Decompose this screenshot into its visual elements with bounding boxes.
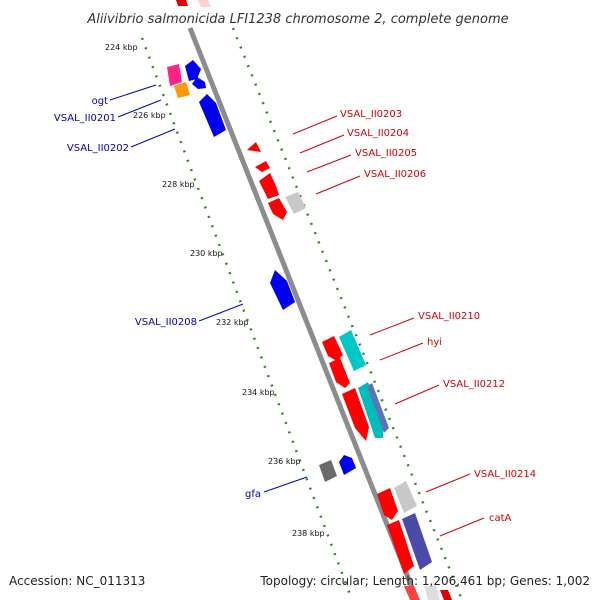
gene-vsal-ii0208[interactable] [270,270,295,310]
genome-summary-text: Topology: circular; Length: 1,206,461 bp… [260,574,590,588]
gene-vsal-ii0212[interactable] [342,388,369,441]
label-vsal-ii0203[interactable]: VSAL_II0203 [340,109,402,120]
label-hyi[interactable]: hyi [427,337,442,348]
gene-gfa[interactable] [339,455,356,475]
tick-226: 226 kbp [133,111,166,120]
label-vsal-ii0214[interactable]: VSAL_II0214 [474,469,536,480]
callout-line-gfa [263,476,308,493]
gene-vsal-ii0206[interactable] [268,198,287,220]
label-vsal-ii0208[interactable]: VSAL_II0208 [135,317,197,328]
callout-line-vsal-ii0202 [130,128,176,148]
gene-reverse-small-2[interactable] [192,77,206,89]
callout-line-vsal-ii0204 [299,134,345,154]
map-title: Aliivibrio salmonicida LFI1238 chromosom… [86,12,508,27]
callout-line-vsal-ii0205 [306,154,352,173]
callout-line-vsal-ii0214 [425,473,471,493]
label-catA[interactable]: catA [489,513,512,524]
callout-line-hyi [379,342,424,361]
gene-vsal-ii0202[interactable] [199,94,226,137]
gene-slate-1[interactable] [367,383,389,433]
label-vsal-ii0206[interactable]: VSAL_II0206 [364,169,426,180]
gene-gray-reverse[interactable] [319,460,337,482]
tick-238: 238 kbp [292,529,325,538]
bottom-gene-fragments [404,586,452,600]
gene-ogt[interactable] [167,64,182,86]
gene-gray-forward-1[interactable] [285,192,306,214]
tick-236: 236 kbp [268,457,301,466]
callout-line-vsal-ii0203 [292,115,338,135]
label-gfa[interactable]: gfa [245,489,261,500]
top-gene-fragments [176,0,211,7]
label-vsal-ii0204[interactable]: VSAL_II0204 [347,128,409,139]
label-vsal-ii0202[interactable]: VSAL_II0202 [67,143,129,154]
tick-228: 228 kbp [162,180,195,189]
callout-line-vsal-ii0201 [117,99,162,118]
gene-vsal-ii0205[interactable] [259,173,279,199]
gene-hyi[interactable] [322,336,350,388]
gene-gray-forward-2[interactable] [394,481,417,513]
label-vsal-ii0201[interactable]: VSAL_II0201 [54,113,116,124]
tick-labels: 224 kbp 226 kbp 228 kbp 230 kbp 232 kbp … [105,43,325,538]
gene-cyan-2[interactable] [358,382,383,438]
tick-230: 230 kbp [190,249,223,258]
tick-232: 232 kbp [216,318,249,327]
callout-line-vsal-ii0208 [198,303,244,322]
gene-vsal-ii0203[interactable] [247,142,261,152]
tick-224: 224 kbp [105,43,138,52]
callout-line-vsal-ii0210 [369,317,415,336]
gene-reverse-small-1[interactable] [185,60,201,81]
label-vsal-ii0212[interactable]: VSAL_II0212 [443,379,505,390]
gene-vsal-ii0204[interactable] [255,161,270,172]
callout-line-vsal-ii0212 [394,384,440,405]
label-vsal-ii0205[interactable]: VSAL_II0205 [355,148,417,159]
callout-line-catA [439,517,485,537]
chromosome-backbone [187,27,420,600]
tick-234: 234 kbp [242,388,275,397]
gene-slate-2[interactable] [402,513,432,570]
label-ogt[interactable]: ogt [92,96,108,107]
reverse-callouts: ogt VSAL_II0201 VSAL_II0202 VSAL_II0208 … [54,84,308,500]
gene-vsal-ii0210[interactable] [339,330,366,371]
gene-vsal-ii0201[interactable] [174,82,190,98]
gene-catA[interactable] [387,520,414,574]
gene-vsal-ii0214[interactable] [377,488,398,520]
callout-line-ogt [109,84,157,101]
callout-line-vsal-ii0206 [315,175,361,195]
forward-callouts: VSAL_II0203 VSAL_II0204 VSAL_II0205 VSAL… [292,109,536,537]
label-vsal-ii0210[interactable]: VSAL_II0210 [418,311,480,322]
accession-text: Accession: NC_011313 [9,574,146,588]
